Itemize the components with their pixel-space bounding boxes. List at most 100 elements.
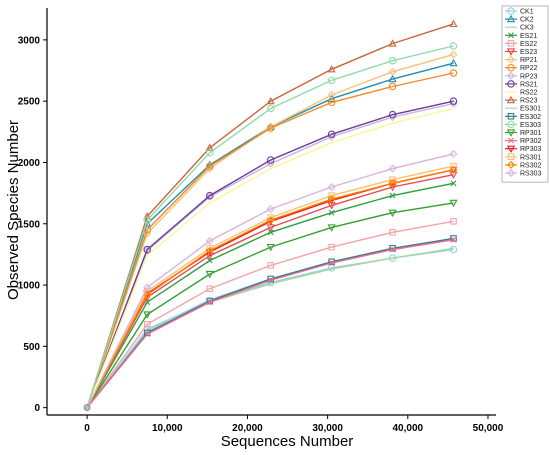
data-point [143, 245, 151, 254]
legend-label: RP302 [520, 138, 542, 145]
x-tick-label: 10,000 [152, 423, 183, 434]
data-point [388, 67, 397, 76]
series-line [86, 102, 454, 408]
data-point [206, 148, 214, 157]
data-point [449, 42, 458, 50]
marker-stroke [328, 260, 335, 266]
data-point [449, 19, 458, 28]
series-es22 [86, 218, 457, 409]
legend-marker [507, 153, 515, 161]
data-point [206, 299, 213, 306]
data-point [388, 74, 397, 83]
marker-stroke [144, 331, 151, 338]
data-point [450, 218, 457, 225]
y-tick-label: 2000 [18, 158, 41, 169]
data-point [388, 209, 397, 218]
data-point [388, 179, 397, 188]
data-point [206, 162, 214, 170]
marker-stroke [450, 180, 457, 187]
data-point [266, 243, 275, 252]
legend-item: ES23 [505, 48, 537, 56]
marker-stroke [508, 137, 514, 144]
legend-label: CK1 [520, 9, 534, 16]
legend-item: RS303 [505, 169, 542, 178]
series-line [86, 72, 454, 408]
x-axis-title: Sequences Number [221, 433, 354, 450]
data-point [388, 82, 397, 91]
legend-marker [507, 63, 515, 72]
legend-label: ES302 [520, 114, 541, 121]
chart-axes: 0 500 1000 1500 2000 2500 3000 0 10,000 20,000 30,… [18, 8, 504, 434]
series-rp303 [86, 166, 458, 408]
series-rs302 [86, 165, 458, 408]
legend-label: RS23 [520, 98, 538, 105]
legend-label: CK2 [520, 17, 534, 24]
legend-item: CK3 [505, 25, 534, 32]
data-point [389, 176, 396, 183]
series-line [86, 107, 454, 408]
data-point [206, 191, 214, 200]
data-point [449, 97, 458, 105]
data-point [143, 216, 151, 224]
legend-item: RP302 [505, 137, 542, 145]
legend-item: RS22 [505, 90, 538, 97]
data-point [449, 199, 458, 208]
series-line [86, 23, 454, 408]
x-tick-label: 30,000 [312, 423, 343, 434]
data-point [327, 183, 336, 191]
data-point [450, 236, 457, 243]
data-point [449, 58, 458, 67]
legend-label: RP22 [520, 65, 538, 72]
legend-label: ES22 [520, 41, 537, 48]
legend-label: RS301 [520, 154, 542, 161]
series-line [86, 169, 454, 408]
data-point [266, 205, 275, 214]
data-point [328, 260, 335, 266]
data-point [267, 277, 274, 284]
data-point [389, 246, 396, 253]
marker-stroke [144, 299, 151, 306]
data-point [327, 94, 336, 102]
y-tick-label: 1000 [18, 281, 41, 292]
series-line [86, 237, 454, 409]
legend-item: ES302 [505, 113, 541, 121]
data-point [205, 143, 214, 151]
legend-marker [507, 80, 515, 88]
data-point [388, 39, 397, 47]
x-tick-label: 20,000 [232, 423, 263, 434]
series-rp22 [86, 69, 458, 408]
data-point [205, 252, 214, 260]
legend-item: RS21 [505, 80, 538, 88]
data-point [205, 246, 214, 255]
data-point [143, 212, 152, 220]
legend-label: RS302 [520, 162, 542, 169]
data-point [143, 321, 151, 328]
x-tick-label: 40,000 [393, 423, 424, 434]
legend-label: ES303 [520, 122, 541, 129]
y-axis-title: Observed Species Number [5, 120, 22, 300]
series-line [86, 220, 454, 409]
series-rp302 [86, 236, 457, 409]
legend-item: CK2 [505, 14, 534, 24]
legend-marker [507, 71, 515, 80]
data-point [266, 156, 275, 164]
marker-stroke [450, 236, 457, 243]
series-es21 [86, 180, 457, 408]
legend-item: RS23 [505, 95, 538, 105]
y-tick-label: 1500 [18, 219, 41, 230]
data-point [327, 76, 336, 85]
marker-stroke [206, 257, 213, 264]
series-ck3 [86, 247, 454, 409]
legend-label: RS303 [520, 171, 542, 178]
data-point [449, 165, 458, 174]
legend-item: RP301 [505, 129, 542, 137]
series-line [86, 247, 454, 409]
series-rs303 [86, 149, 458, 408]
series-rp23 [86, 99, 458, 408]
legend-marker [507, 120, 515, 129]
legend-marker [506, 14, 516, 23]
data-point [449, 50, 458, 59]
series-es303 [86, 42, 458, 408]
data-point [328, 243, 335, 251]
